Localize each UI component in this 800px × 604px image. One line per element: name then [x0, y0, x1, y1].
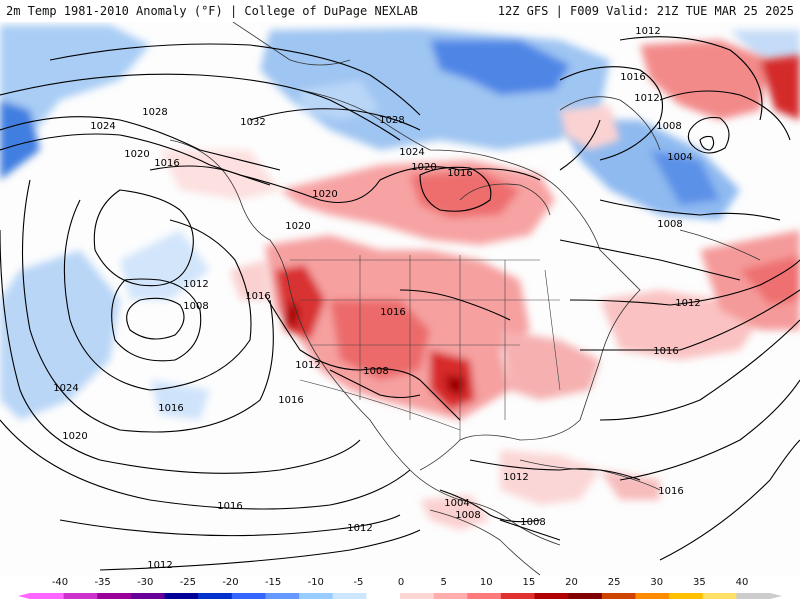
- color-scale-tick-label: 0: [397, 577, 405, 588]
- color-scale-swatch: [669, 593, 704, 599]
- color-scale-tick-label: -5: [353, 577, 364, 588]
- isobar-label-1012-atlantic: 1012: [675, 298, 700, 309]
- isobar-label-1020-pnw: 1020: [285, 221, 310, 232]
- isobar-label-1016-idaho: 1016: [380, 307, 405, 318]
- isobar-label-1016-west: 1016: [245, 291, 270, 302]
- isobar-label-1032-canada: 1032: [240, 117, 265, 128]
- color-scale-swatch: [568, 593, 603, 599]
- color-scale-swatch: [198, 593, 233, 599]
- isobar-label-1028-alaska: 1028: [142, 107, 167, 118]
- isobar-label-1004-ne: 1004: [667, 152, 692, 163]
- isobar-label-1016-atlantic: 1016: [653, 346, 678, 357]
- isobar-label-1008-ne: 1008: [656, 121, 681, 132]
- coastlines: [169, 22, 761, 576]
- color-scale-tick-label: 30: [650, 577, 664, 588]
- color-scale-tick-label: 25: [607, 577, 621, 588]
- color-scale-swatch: [467, 593, 502, 599]
- state-borders: [290, 255, 561, 440]
- isobar-label-1020-alaska: 1020: [124, 149, 149, 160]
- map-header: 2m Temp 1981-2010 Anomaly (°F) | College…: [0, 0, 800, 22]
- isobar-label-1012-pacific-sw: 1012: [147, 560, 172, 571]
- color-scale-swatch: [97, 593, 132, 599]
- color-scale-bar: [0, 576, 800, 600]
- isobar-label-1016-caribbean: 1016: [658, 486, 683, 497]
- color-scale-swatch: [130, 593, 166, 599]
- color-scale-swatch: [400, 593, 435, 599]
- color-scale-swatch: [500, 593, 536, 599]
- cold-anomaly-shading: [0, 25, 800, 420]
- color-scale-swatch: [332, 593, 367, 599]
- color-scale-tick-label: 20: [565, 577, 578, 588]
- isobar-label-1008-southwest: 1008: [363, 366, 388, 377]
- isobar-label-1016-hudson: 1016: [447, 168, 472, 179]
- color-scale-swatch: [635, 593, 670, 599]
- color-scale-swatch: [366, 593, 401, 599]
- isobar-label-1008-mexico: 1008: [455, 510, 480, 521]
- color-scale-swatch: [534, 593, 569, 599]
- anomaly-map: 1012 1016 1012 1008 1004 1024 1028 1032 1028 1024…: [0, 22, 800, 576]
- color-scale-swatch: [702, 593, 737, 599]
- isobar-label-1016-pacific-se: 1016: [217, 501, 242, 512]
- isobar-label-1016-pacific-s: 1016: [158, 403, 183, 414]
- color-scale-tick-label: 35: [693, 577, 706, 588]
- color-scale-swatch: [265, 593, 300, 599]
- color-scale-tick-label: 5: [440, 577, 447, 588]
- isobar-label-1020-canada: 1020: [411, 162, 436, 173]
- isobar-label-1008-central-am: 1008: [520, 517, 545, 528]
- color-scale-tick-label: 10: [479, 577, 493, 588]
- isobar-label-1012-gulf: 1012: [503, 472, 528, 483]
- color-scale-tick-label: -25: [179, 577, 197, 588]
- color-scale-tick-label: -10: [307, 577, 324, 588]
- color-scale-tick-label: -15: [264, 577, 282, 588]
- isobar-label-1020-bc: 1020: [312, 189, 337, 200]
- color-scale-swatch: [299, 593, 334, 599]
- warm-anomaly-shading: [160, 40, 800, 530]
- isobar-label-1012-pacific: 1012: [183, 279, 208, 290]
- product-title: 2m Temp 1981-2010 Anomaly (°F) | College…: [6, 4, 418, 18]
- isobar-label-1024-canada: 1024: [399, 147, 424, 158]
- isobar-label-1004-mexico: 1004: [444, 498, 469, 509]
- isobar-label-1012-california: 1012: [295, 360, 320, 371]
- color-scale-swatch: [164, 593, 199, 599]
- isobar-label-1028-canada: 1028: [379, 115, 404, 126]
- color-scale-tick-label: -40: [51, 577, 69, 588]
- color-scale-tick-label: 40: [735, 577, 749, 588]
- run-valid-time: 12Z GFS | F009 Valid: 21Z TUE MAR 25 202…: [497, 4, 794, 18]
- isobar-contours: [0, 36, 800, 571]
- isobar-label-1012-pacific-se: 1012: [347, 523, 372, 534]
- isobar-label-1016-baja: 1016: [278, 395, 303, 406]
- color-scale-swatch: [63, 593, 98, 599]
- color-scale-swatch: [736, 593, 771, 599]
- color-scale-swatch: [30, 593, 65, 599]
- isobar-label-1024-alaska: 1024: [90, 121, 115, 132]
- isobar-label-1016-alaska: 1016: [154, 158, 179, 169]
- isobar-label-1020-pacific-sw: 1020: [62, 431, 87, 442]
- color-scale-tick-label: -35: [94, 577, 111, 588]
- isobar-label-1008-atlantic: 1008: [657, 219, 682, 230]
- isobar-label-1008-pacific: 1008: [183, 301, 208, 312]
- color-scale-tick-label: -20: [222, 577, 239, 588]
- color-scale-swatch: [433, 593, 468, 599]
- color-scale-svg: [18, 593, 782, 599]
- color-scale-swatch: [601, 593, 636, 599]
- color-scale-swatch: [231, 593, 266, 599]
- isobar-label-1024-pacific: 1024: [53, 383, 78, 394]
- color-scale-tick-label: 15: [522, 577, 536, 588]
- isobar-label-1012-ne: 1012: [635, 26, 660, 37]
- color-scale-tick-label: -30: [137, 577, 154, 588]
- isobar-label-1012-ne2: 1012: [634, 93, 659, 104]
- isobar-label-1016-ne: 1016: [620, 72, 645, 83]
- color-scale-max-arrow: [770, 593, 782, 599]
- color-scale-min-arrow: [18, 593, 30, 599]
